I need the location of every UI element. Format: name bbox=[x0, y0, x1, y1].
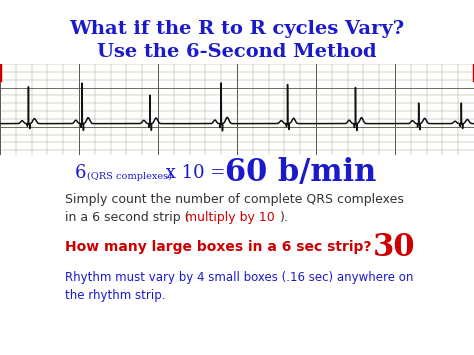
Text: 60 b/min: 60 b/min bbox=[225, 158, 376, 189]
Text: (QRS complexes): (QRS complexes) bbox=[87, 171, 172, 181]
Text: in a 6 second strip (: in a 6 second strip ( bbox=[65, 211, 190, 224]
Text: 6: 6 bbox=[75, 164, 92, 182]
Text: ).: ). bbox=[280, 211, 289, 224]
Text: multiply by 10: multiply by 10 bbox=[185, 211, 275, 224]
Text: Use the 6-Second Method: Use the 6-Second Method bbox=[97, 43, 377, 61]
Text: What if the R to R cycles Vary?: What if the R to R cycles Vary? bbox=[69, 20, 405, 38]
Text: How many large boxes in a 6 sec strip?: How many large boxes in a 6 sec strip? bbox=[65, 240, 372, 254]
Text: x 10 =: x 10 = bbox=[160, 164, 231, 182]
Text: Simply count the number of complete QRS complexes: Simply count the number of complete QRS … bbox=[65, 193, 404, 207]
Text: the rhythm strip.: the rhythm strip. bbox=[65, 289, 165, 301]
Text: Rhythm must vary by 4 small boxes (.16 sec) anywhere on: Rhythm must vary by 4 small boxes (.16 s… bbox=[65, 271, 413, 284]
Text: 30: 30 bbox=[373, 231, 416, 262]
